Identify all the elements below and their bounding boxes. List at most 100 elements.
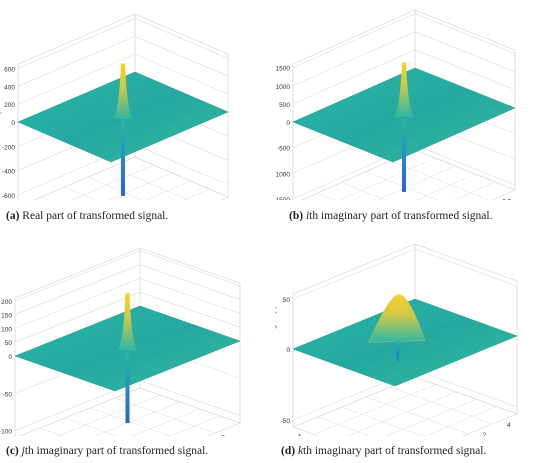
surface-peak — [368, 294, 426, 343]
z-gridline — [17, 18, 229, 69]
z-tick-label: -1000 — [275, 171, 290, 178]
mesh-line — [399, 74, 500, 115]
z-tick-label: 100 — [1, 326, 12, 333]
floor-gridline — [341, 406, 423, 436]
z-tick-label: 1500 — [276, 66, 291, 73]
panel-a: 600 400 200 0 -200 -400 -600 Real-part of RBWLC… — [0, 0, 275, 231]
z-tick-label: 400 — [4, 84, 15, 91]
z-gridline — [14, 250, 241, 302]
surface-b — [292, 62, 516, 192]
caption-italic-b: i — [305, 210, 310, 222]
caption-letter-d: (d) — [281, 445, 296, 457]
z-tick-label: 1000 — [276, 84, 291, 91]
z-gridline — [292, 248, 518, 300]
floor-gridline — [39, 427, 64, 436]
mesh-line — [353, 323, 457, 362]
u1-tick-label: 4 — [507, 422, 511, 429]
surface-dip — [121, 121, 125, 196]
mesh-line — [124, 312, 225, 348]
floor-gridline — [169, 415, 221, 436]
surface-c — [14, 293, 241, 424]
z-tick-label: -50 — [3, 391, 13, 398]
caption-letter-c: (c) — [6, 445, 19, 457]
floor-gridline — [347, 391, 456, 436]
mesh-line — [91, 90, 185, 131]
floor-gridline — [145, 180, 191, 200]
floor-gridline — [94, 401, 181, 436]
mesh-line — [399, 305, 502, 343]
mesh-line — [32, 115, 126, 156]
surface-peak — [113, 63, 133, 119]
mesh-line — [93, 324, 194, 360]
floor-gridline — [453, 181, 496, 200]
floor-gridline — [111, 166, 189, 200]
floor-gridline — [390, 386, 493, 425]
floor-gridline — [41, 196, 50, 200]
mesh-line — [308, 342, 411, 380]
z-tick-label: -1500 — [275, 197, 290, 200]
u1-tick-label: 2 — [221, 434, 225, 436]
mesh-line — [46, 343, 147, 379]
floor-gridline — [108, 172, 173, 200]
surface-dip — [125, 352, 130, 424]
surface-d — [292, 294, 518, 387]
u1-tick-label: 2 — [483, 432, 487, 436]
z-tick-label: 600 — [4, 66, 15, 73]
floor-gridline — [385, 398, 477, 436]
surface-peak — [117, 293, 138, 351]
floor-gridline — [424, 406, 497, 436]
surface-peak-cap — [125, 293, 130, 298]
mesh-line — [61, 103, 155, 144]
floor-gridline — [89, 407, 171, 436]
surface-peak — [394, 62, 414, 117]
floor-gridline — [317, 192, 336, 200]
floor-gridline — [366, 171, 438, 200]
z-tick-label: -400 — [2, 169, 15, 176]
u1-tick-label: 0.5 — [502, 198, 511, 200]
floor-gridline — [317, 416, 371, 436]
mesh-line — [338, 101, 439, 142]
caption-text-d: th imaginary part of transformed signal. — [303, 445, 487, 457]
floor-gridline — [377, 165, 456, 200]
caption-italic-c: j — [21, 445, 25, 457]
mesh-line — [308, 115, 409, 156]
floor-gridline — [71, 164, 154, 200]
caption-italic-d: k — [297, 445, 304, 457]
mesh-line — [323, 108, 424, 149]
z-tick-label: 200 — [1, 299, 12, 306]
floor-gridline — [313, 384, 436, 435]
caption-d: (d) kth imaginary part of transformed si… — [281, 445, 486, 457]
surface-plot-a: 600 400 200 0 -200 -400 -600 Real-part of RBWLC… — [0, 13, 229, 200]
surface-dip — [402, 119, 406, 192]
floor-gridline — [131, 408, 201, 436]
floor-gridline — [390, 160, 490, 200]
z-tick-label: 500 — [279, 102, 290, 109]
z-tick-label: -100 — [0, 429, 12, 436]
z-tick-label: -600 — [2, 193, 15, 200]
caption-text-a: Real part of transformed signal. — [22, 210, 169, 222]
surface-peak-cap — [402, 62, 406, 67]
surface-a — [17, 63, 229, 196]
u2-tick-label: 4 — [297, 434, 301, 436]
mesh-line — [61, 337, 162, 373]
surface-plot-b: 150010005000-500-1000-1500ith-imaginary … — [275, 9, 516, 200]
surface-dip — [394, 340, 401, 363]
surface-peak-cap — [121, 63, 125, 68]
floor-gridline — [64, 186, 96, 200]
z-tick-label: 50 — [283, 297, 291, 304]
z-tick-label: 50 — [5, 340, 13, 347]
z-tick-label: 150 — [1, 313, 12, 320]
floor-gridline — [88, 176, 143, 200]
mesh-line — [369, 88, 470, 129]
caption-b: (b) ith imaginary part of transformed si… — [289, 210, 492, 222]
floor-gridline — [415, 173, 476, 200]
floor-gridline — [341, 182, 387, 200]
panel-b: 150010005000-500-1000-1500ith-imaginary … — [275, 0, 550, 231]
floor-gridline — [114, 397, 216, 434]
z-tick-label: -500 — [277, 146, 290, 153]
z-tick-label: -50 — [281, 418, 291, 425]
